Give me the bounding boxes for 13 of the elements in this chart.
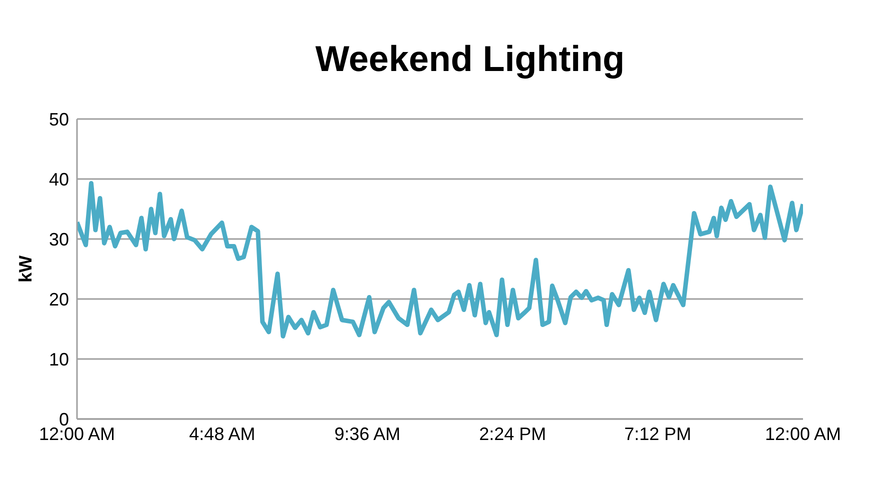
- y-tick-label: 10: [48, 349, 69, 370]
- x-tick-label: 2:24 PM: [479, 424, 546, 444]
- chart-title: Weekend Lighting: [314, 38, 626, 80]
- y-tick-label: 50: [48, 109, 69, 130]
- x-tick-label: 9:36 AM: [334, 424, 400, 444]
- x-tick-label: 12:00 AM: [764, 424, 842, 444]
- y-tick-label: 30: [48, 229, 69, 250]
- y-tick-label: 20: [48, 289, 69, 310]
- line-series: [77, 180, 803, 338]
- y-axis-title: kW: [15, 255, 36, 282]
- x-tick-label: 4:48 AM: [189, 424, 256, 444]
- x-tick-label: 7:12 PM: [624, 424, 692, 444]
- y-tick-label: 40: [48, 169, 69, 190]
